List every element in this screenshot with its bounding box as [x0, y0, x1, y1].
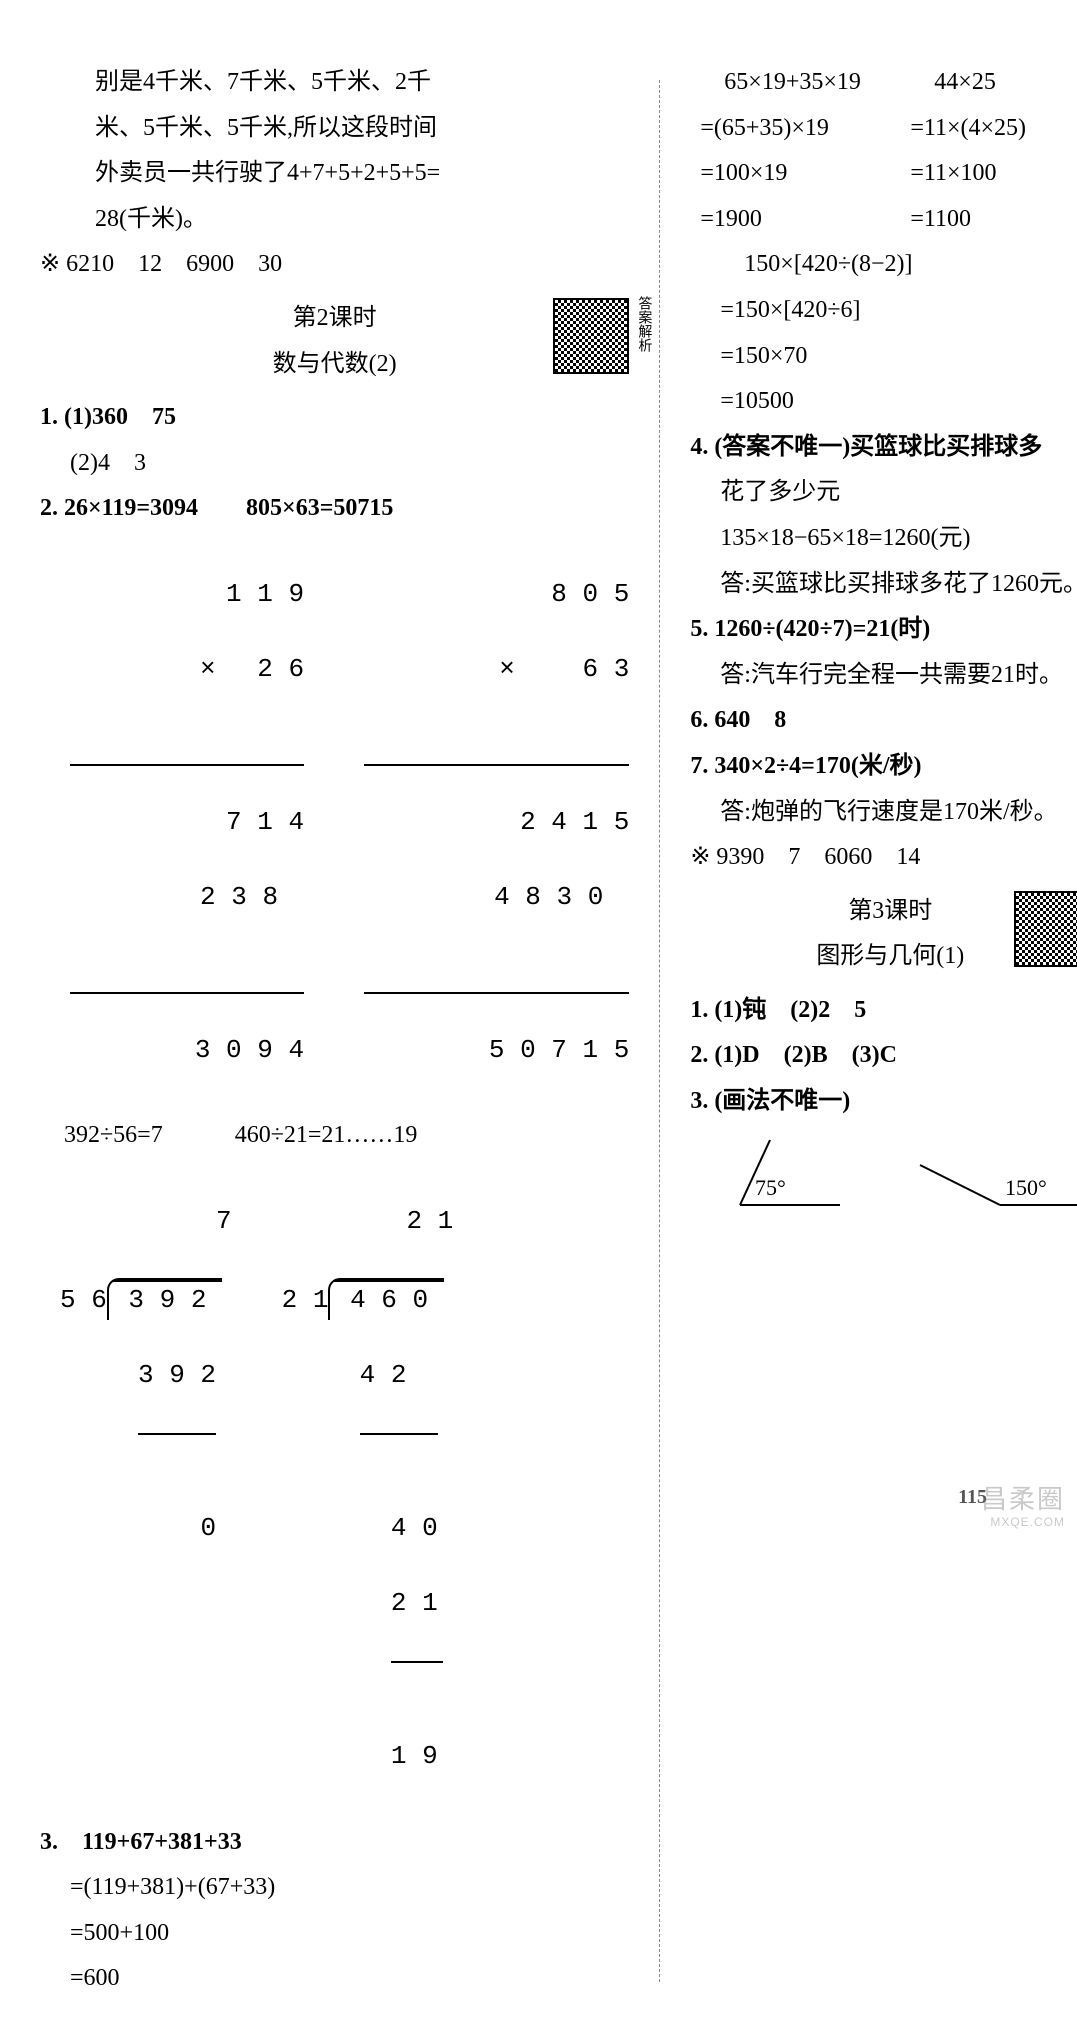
intro-line: 米、5千米、5千米,所以这段时间	[40, 106, 629, 152]
column-divider	[659, 80, 660, 1982]
svg-text:75°: 75°	[755, 1175, 786, 1200]
star-line: ※ 9390 7 6060 14	[690, 835, 1077, 881]
q4-line: 4. (答案不唯一)买篮球比买排球多	[690, 425, 1077, 471]
q1-line: (2)4 3	[40, 441, 629, 487]
q4-line: 答:买篮球比买排球多花了1260元。	[690, 562, 1077, 608]
star-line: ※ 6210 12 6900 30	[40, 242, 629, 288]
q5-line: 5. 1260÷(420÷7)=21(时)	[690, 607, 1077, 653]
watermark-url: MXQE.COM	[990, 1511, 1065, 1534]
qr-code-icon	[553, 298, 629, 374]
q5-line: 答:汽车行完全程一共需要21时。	[690, 653, 1077, 699]
intro-line: 28(千米)。	[40, 197, 629, 243]
lesson-subtitle: 数与代数(2)	[40, 342, 629, 388]
l3-q2: 2. (1)D (2)B (3)C	[690, 1033, 1077, 1079]
q1-line: 1. (1)360 75	[40, 395, 629, 441]
angle-150-icon: 150°	[910, 1135, 1077, 1215]
lesson-3-header: 第3课时 图形与几何(1) 答案解析	[690, 889, 1077, 980]
q4-line: 花了多少元	[690, 470, 1077, 516]
lesson-title: 第2课时	[40, 296, 629, 342]
calc-block: 150×[420÷(8−2)] =150×[420÷6] =150×70 =10…	[720, 242, 1077, 424]
q7-line: 7. 340×2÷4=170(米/秒)	[690, 744, 1077, 790]
vertical-multiplication: 1 1 9 × 2 6 7 1 4 2 3 8 3 0 9 4 8 0 5 × …	[70, 538, 629, 1107]
angle-75-icon: 75°	[720, 1135, 850, 1215]
angle-drawings: 75° 150°	[720, 1135, 1077, 1215]
q3-line: =(119+381)+(67+33)	[40, 1865, 629, 1911]
q7-line: 答:炮弹的飞行速度是170米/秒。	[690, 790, 1077, 836]
q3-line: =500+100	[40, 1911, 629, 1957]
intro-line: 外卖员一共行驶了4+7+5+2+5+5=	[40, 151, 629, 197]
calc-two-column: 65×19+35×19 =(65+35)×19 =100×19 =1900 44…	[700, 60, 1077, 242]
q6-line: 6. 640 8	[690, 698, 1077, 744]
qr-label: 答案解析	[636, 296, 651, 352]
q3-line: =600	[40, 1956, 629, 2002]
svg-text:150°: 150°	[1005, 1175, 1047, 1200]
l3-q3: 3. (画法不唯一)	[690, 1079, 1077, 1125]
q2-header: 2. 26×119=3094 805×63=50715	[40, 486, 629, 532]
q3-line: 3. 119+67+381+33	[40, 1820, 629, 1866]
long-division: 7 5 6 3 9 2 3 9 2 0 2 1 2 1 4 6 0 4 2 4 …	[60, 1165, 629, 1814]
q4-line: 135×18−65×18=1260(元)	[690, 516, 1077, 562]
intro-line: 别是4千米、7千米、5千米、2千	[40, 60, 629, 106]
qr-code-icon	[1014, 891, 1077, 967]
l3-q1: 1. (1)钝 (2)2 5	[690, 988, 1077, 1034]
division-headers: 392÷56=7 460÷21=21……19	[40, 1113, 629, 1159]
lesson-2-header: 第2课时 数与代数(2) 答案解析	[40, 296, 629, 387]
